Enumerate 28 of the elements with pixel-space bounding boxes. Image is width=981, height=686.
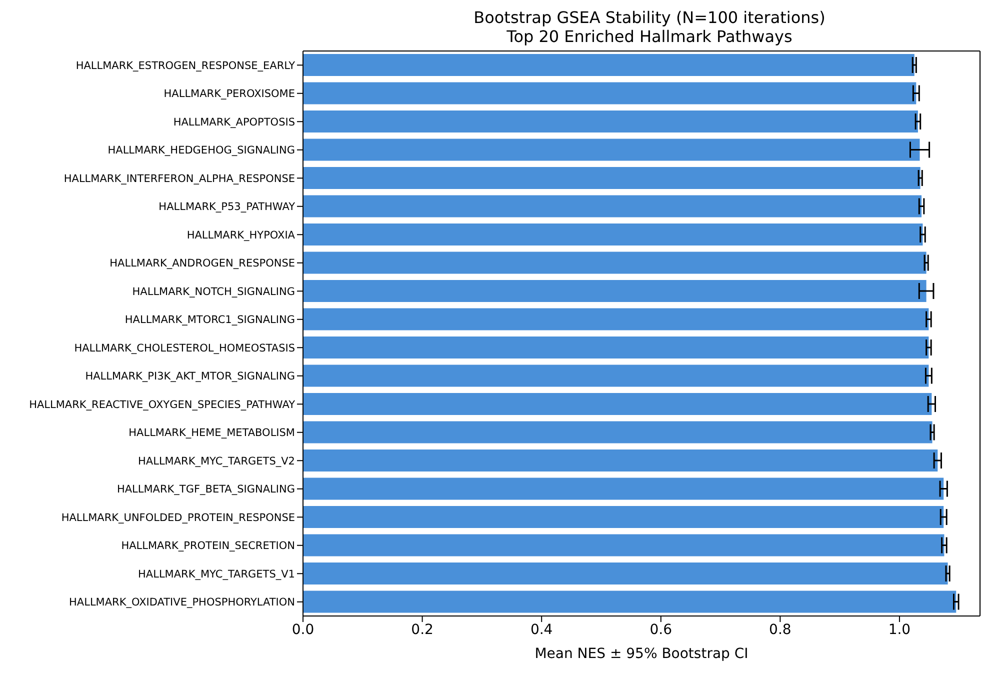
y-tick-label: HALLMARK_NOTCH_SIGNALING: [132, 286, 295, 298]
y-tick-label: HALLMARK_CHOLESTEROL_HOMEOSTASIS: [74, 342, 296, 354]
y-tick-label: HALLMARK_PEROXISOME: [164, 88, 295, 100]
y-tick-label: HALLMARK_UNFOLDED_PROTEIN_RESPONSE: [61, 512, 295, 524]
y-tick-label: HALLMARK_INTERFERON_ALPHA_RESPONSE: [64, 172, 295, 185]
y-tick-label: HALLMARK_HEDGEHOG_SIGNALING: [108, 144, 295, 157]
x-tick-label: 0.8: [769, 622, 792, 638]
y-tick-label: HALLMARK_ANDROGEN_RESPONSE: [110, 258, 295, 270]
x-axis-title: Mean NES ± 95% Bootstrap CI: [534, 646, 748, 662]
y-tick-label: HALLMARK_OXIDATIVE_PHOSPHORYLATION: [69, 596, 295, 609]
y-tick-label: HALLMARK_HEME_METABOLISM: [128, 427, 295, 440]
x-tick-label: 0.2: [411, 622, 434, 638]
y-tick-label: HALLMARK_ESTROGEN_RESPONSE_EARLY: [76, 60, 296, 72]
y-tick-label: HALLMARK_MYC_TARGETS_V1: [138, 568, 295, 580]
y-tick-label: HALLMARK_HYPOXIA: [186, 229, 296, 242]
y-tick-label: HALLMARK_MYC_TARGETS_V2: [138, 455, 295, 468]
chart-title: Bootstrap GSEA Stability (N=100 iterations) Top 20 Enriched Hallmark Pathways: [472, 8, 826, 46]
y-tick-label: HALLMARK_MTORC1_SIGNALING: [124, 314, 295, 326]
y-tick-label: HALLMARK_APOPTOSIS: [173, 116, 296, 128]
y-tick-label: HALLMARK_PI3K_AKT_MTOR_SIGNALING: [85, 370, 295, 383]
y-tick-label: HALLMARK_PROTEIN_SECRETION: [121, 540, 295, 552]
x-tick-label: 1.0: [888, 622, 911, 638]
y-tick-label: HALLMARK_REACTIVE_OXYGEN_SPECIES_PATHWAY: [29, 398, 296, 411]
x-tick-label: 0.4: [530, 622, 553, 638]
y-tick-label: HALLMARK_TGF_BETA_SIGNALING: [116, 484, 295, 496]
y-tick-label: HALLMARK_P53_PATHWAY: [158, 201, 296, 214]
x-tick-label: 0.0: [292, 622, 314, 638]
x-tick-label: 0.6: [650, 622, 672, 638]
